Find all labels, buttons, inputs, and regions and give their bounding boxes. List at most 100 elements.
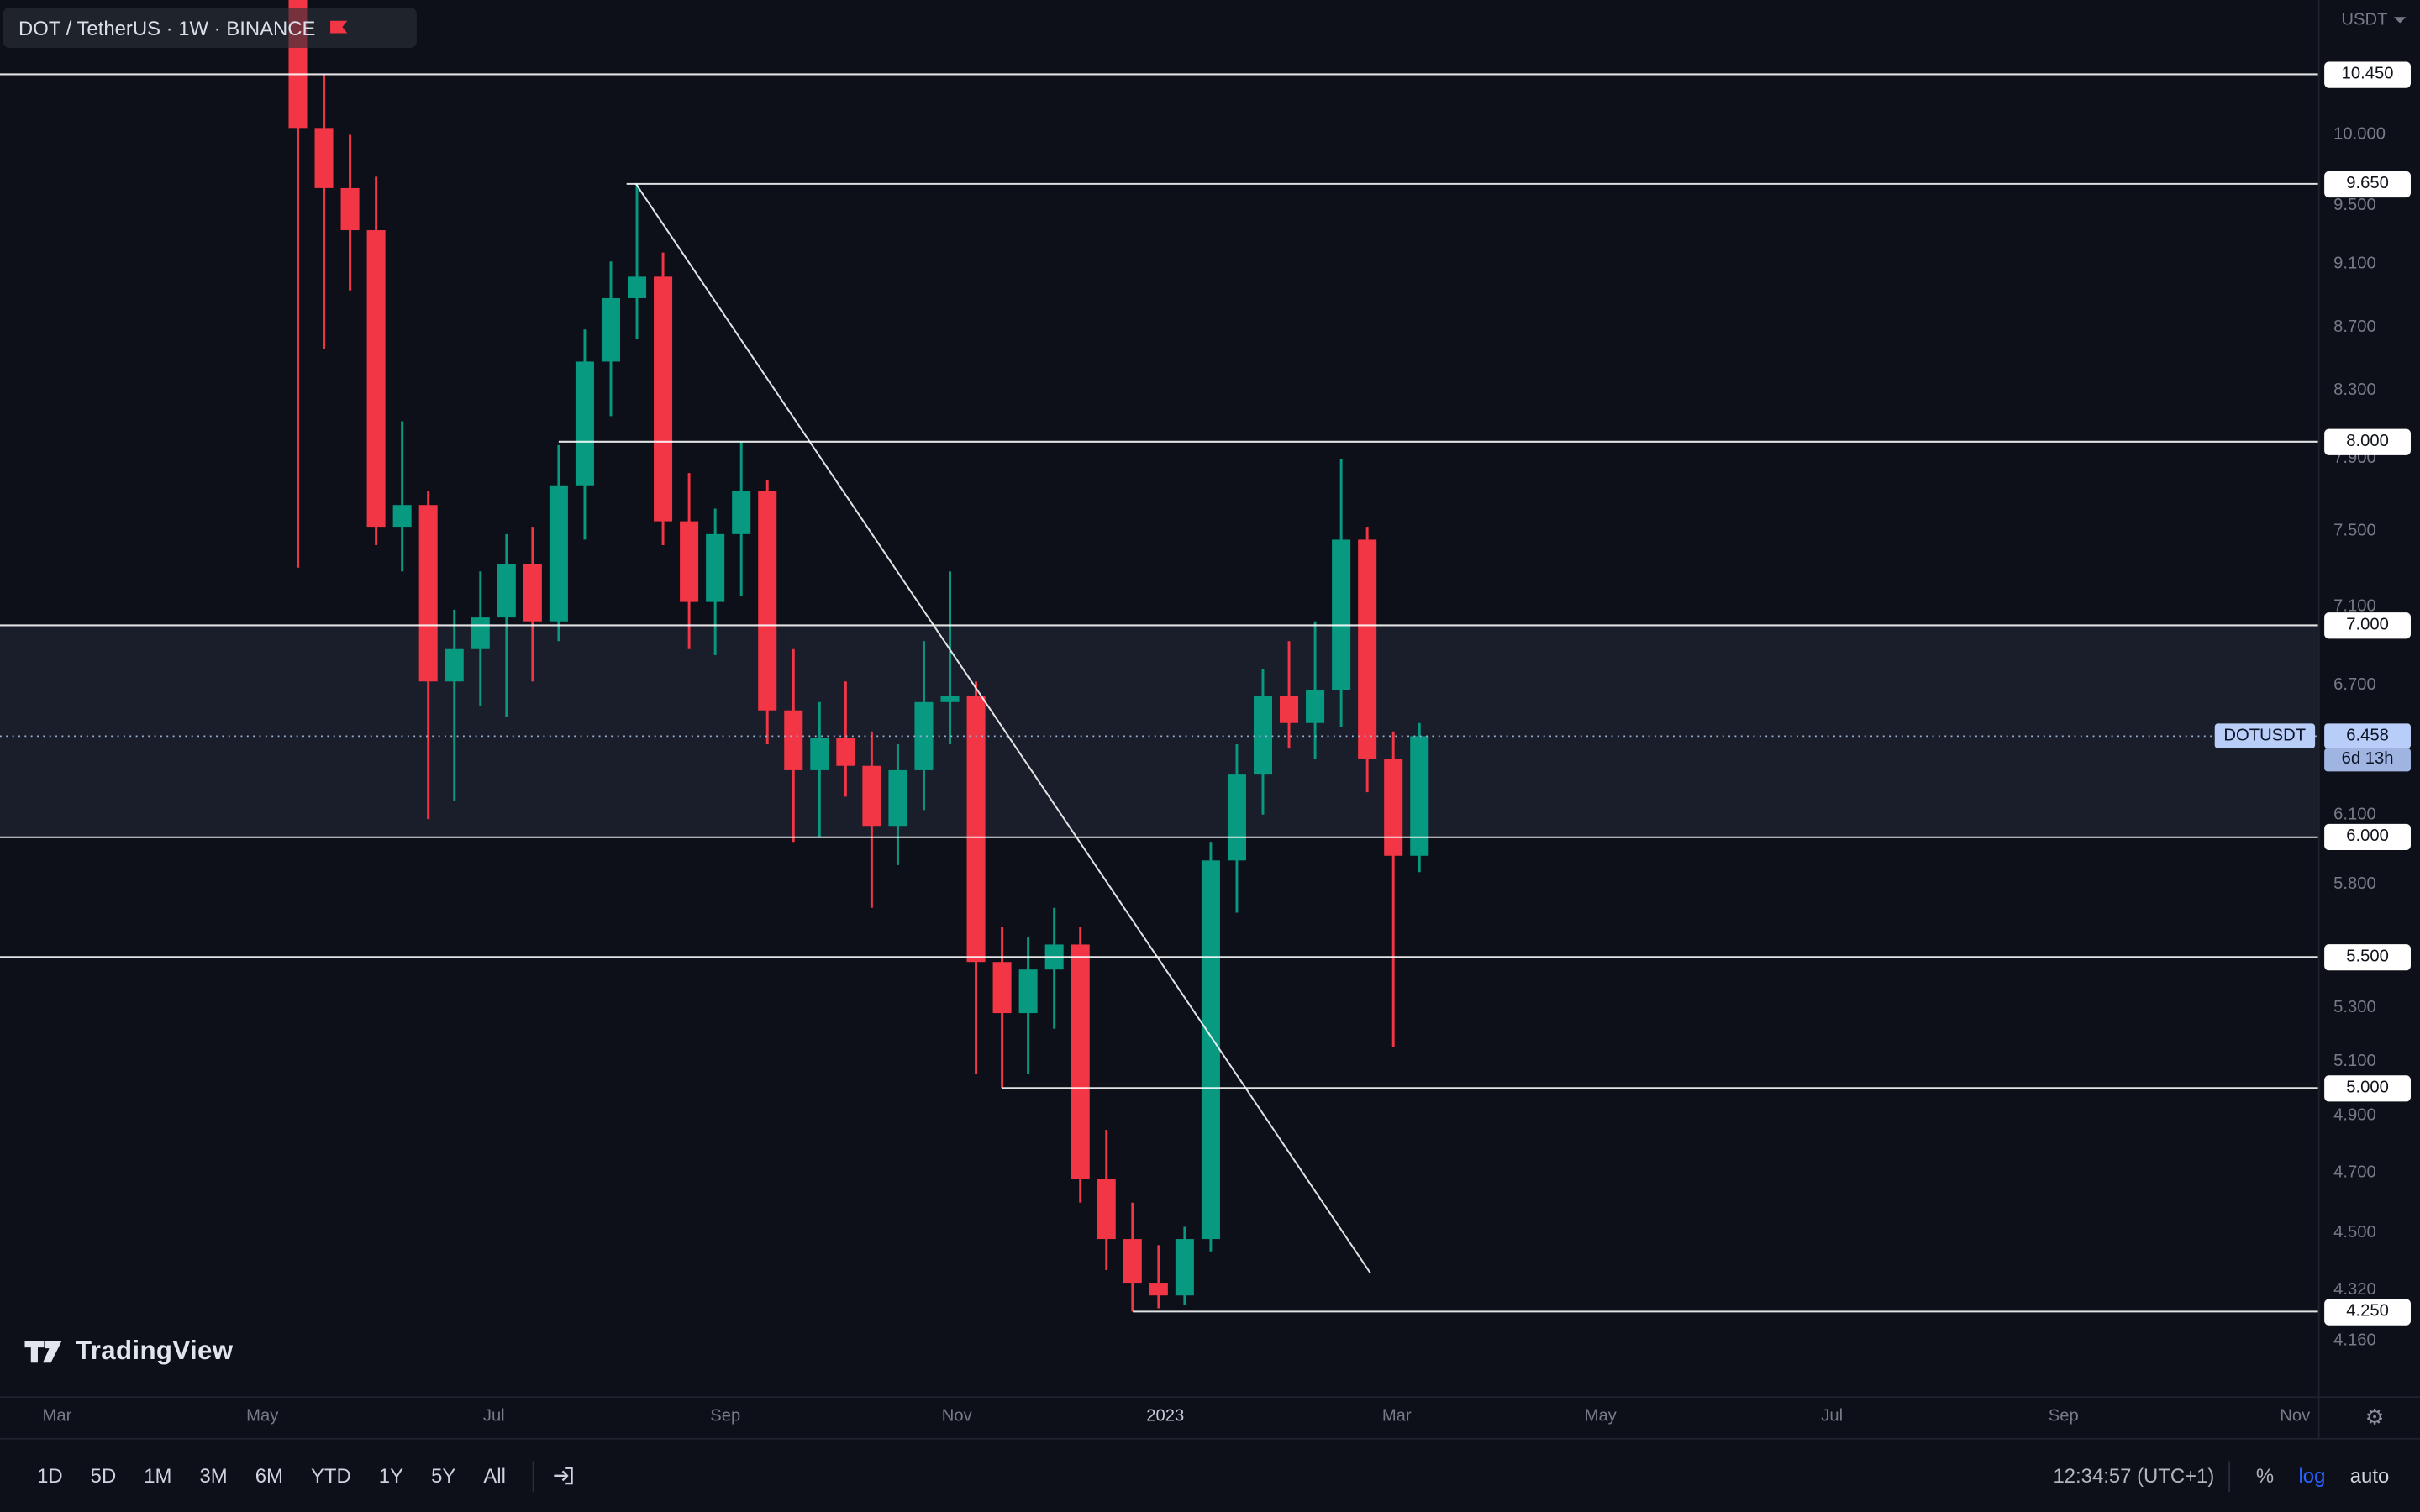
go-to-date-icon[interactable] bbox=[550, 1462, 576, 1488]
price-tick-label: 7.100 bbox=[2333, 596, 2376, 616]
candle-body bbox=[784, 710, 803, 770]
time-tick-label: May bbox=[1584, 1407, 1617, 1426]
candle-body bbox=[836, 738, 855, 766]
time-tick-label: Mar bbox=[1381, 1407, 1412, 1426]
price-tick-label: 6.100 bbox=[2333, 805, 2376, 824]
clock-timezone-button[interactable]: 12:34:57 (UTC+1) bbox=[2053, 1464, 2215, 1488]
price-tick-label: 4.900 bbox=[2333, 1106, 2376, 1126]
price-tick-label: 4.320 bbox=[2333, 1279, 2376, 1299]
candle-body bbox=[1227, 774, 1246, 861]
candle-body bbox=[862, 765, 881, 827]
level-price-label: 9.650 bbox=[2324, 171, 2411, 197]
level-price-label: 5.000 bbox=[2324, 1074, 2411, 1101]
price-tick-label: 8.300 bbox=[2333, 381, 2376, 401]
candle-body bbox=[523, 564, 542, 622]
candle-body bbox=[758, 491, 777, 711]
candle-body bbox=[1123, 1239, 1142, 1284]
candle-body bbox=[654, 276, 673, 522]
candle-body bbox=[1306, 690, 1325, 723]
candle-body bbox=[601, 297, 620, 362]
candle-body bbox=[314, 128, 334, 188]
price-tick-label: 9.500 bbox=[2333, 196, 2376, 215]
candle-body bbox=[1253, 696, 1273, 775]
candle-body bbox=[992, 962, 1012, 1014]
range-button-all[interactable]: All bbox=[483, 1464, 506, 1488]
time-tick-label: Jul bbox=[482, 1407, 505, 1426]
candle-body bbox=[366, 230, 386, 528]
candle-body bbox=[471, 617, 490, 649]
candle-body bbox=[575, 361, 594, 486]
symbol-legend[interactable]: DOT / TetherUS · 1W · BINANCE bbox=[3, 8, 418, 48]
candle-body bbox=[914, 701, 934, 770]
time-tick-label: Nov bbox=[941, 1407, 972, 1426]
price-tick-label: 7.500 bbox=[2333, 521, 2376, 540]
bottom-toolbar: 1D 5D 1M 3M 6M YTD 1Y 5Y All 12:34:57 (UTC+1) % … bbox=[0, 1437, 2420, 1512]
time-tick-label: Sep bbox=[710, 1407, 741, 1426]
candle-body bbox=[1384, 759, 1403, 856]
price-tick-label: 4.160 bbox=[2333, 1331, 2376, 1351]
candle-body bbox=[497, 564, 516, 618]
range-button-ytd[interactable]: YTD bbox=[310, 1464, 351, 1488]
toolbar-divider bbox=[532, 1460, 534, 1492]
tradingview-logo[interactable]: TradingView bbox=[24, 1336, 233, 1368]
currency-selector[interactable]: USDT bbox=[2341, 11, 2407, 29]
time-tick-label: Sep bbox=[2048, 1407, 2079, 1426]
price-tick-label: 10.000 bbox=[2333, 125, 2386, 144]
chart-plot[interactable] bbox=[0, 0, 2318, 1396]
level-price-label: 10.450 bbox=[2324, 60, 2411, 88]
candle-body bbox=[1071, 944, 1090, 1179]
log-scale-button[interactable]: log bbox=[2298, 1464, 2326, 1488]
level-price-label: 7.000 bbox=[2324, 612, 2411, 639]
candle-body bbox=[1201, 860, 1220, 1240]
price-tick-label: 8.700 bbox=[2333, 317, 2376, 336]
candle-body bbox=[549, 485, 568, 622]
candle-body bbox=[1097, 1179, 1116, 1240]
range-button-5y[interactable]: 5Y bbox=[431, 1464, 456, 1488]
candle-body bbox=[940, 696, 960, 702]
tradingview-logo-mark bbox=[24, 1337, 63, 1367]
toolbar-divider bbox=[2228, 1460, 2230, 1492]
candle-body bbox=[1175, 1239, 1194, 1296]
trend-line[interactable] bbox=[634, 183, 1371, 1274]
level-price-label: 6.000 bbox=[2324, 824, 2411, 851]
candle-body bbox=[732, 491, 751, 534]
price-tick-label: 6.700 bbox=[2333, 676, 2376, 696]
level-price-label: 5.500 bbox=[2324, 943, 2411, 970]
auto-scale-button[interactable]: auto bbox=[2349, 1464, 2390, 1488]
price-tick-label: 5.100 bbox=[2333, 1051, 2376, 1070]
candle-body bbox=[1149, 1283, 1168, 1296]
time-tick-label: Jul bbox=[1821, 1407, 1844, 1426]
candle-body bbox=[418, 505, 438, 682]
candle-body bbox=[445, 648, 464, 682]
price-tick-label: 5.300 bbox=[2333, 998, 2376, 1017]
flag-icon[interactable] bbox=[329, 18, 350, 37]
range-button-5d[interactable]: 5D bbox=[90, 1464, 117, 1488]
candle-body bbox=[966, 696, 986, 963]
time-tick-label: 2023 bbox=[1146, 1407, 1185, 1426]
gear-icon[interactable]: ⚙ bbox=[2365, 1404, 2385, 1429]
level-price-label: 4.250 bbox=[2324, 1298, 2411, 1325]
price-axis[interactable]: USDT 6.458 6d 13h 10.000 9.500 9.100 8.700 8… bbox=[2317, 0, 2420, 1438]
price-tick-label: 4.700 bbox=[2333, 1163, 2376, 1183]
candle-body bbox=[1280, 696, 1299, 723]
time-tick-label: Mar bbox=[42, 1407, 72, 1426]
candle-body bbox=[1018, 969, 1038, 1014]
range-button-1d[interactable]: 1D bbox=[37, 1464, 63, 1488]
range-button-6m[interactable]: 6M bbox=[255, 1464, 283, 1488]
range-button-1m[interactable]: 1M bbox=[144, 1464, 172, 1488]
candle-body bbox=[392, 505, 412, 528]
candle-body bbox=[1410, 736, 1429, 856]
price-zone bbox=[0, 625, 2318, 837]
price-line-symbol-label: DOTUSDT bbox=[2214, 723, 2316, 749]
candle-body bbox=[340, 187, 360, 231]
percent-scale-button[interactable]: % bbox=[2255, 1464, 2275, 1488]
price-tick-label: 9.100 bbox=[2333, 255, 2376, 274]
range-button-1y[interactable]: 1Y bbox=[378, 1464, 404, 1488]
candle-body bbox=[680, 521, 699, 602]
time-axis[interactable]: ⚙ Mar May Jul Sep Nov 2023 Mar May Jul Sep Nov bbox=[0, 1396, 2420, 1438]
legend-title[interactable]: DOT / TetherUS · 1W · BINANCE bbox=[18, 16, 316, 39]
candle-body bbox=[1332, 539, 1351, 690]
price-tick-label: 4.500 bbox=[2333, 1223, 2376, 1242]
candle-body bbox=[810, 738, 829, 770]
range-button-3m[interactable]: 3M bbox=[199, 1464, 228, 1488]
